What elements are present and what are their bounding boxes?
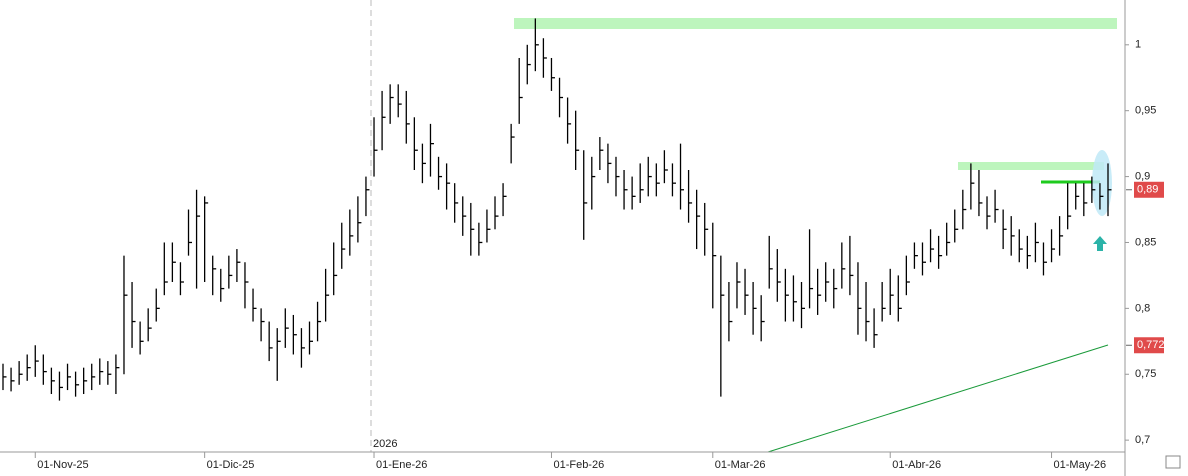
x-tick-label: 01-Dic-25: [207, 459, 255, 471]
y-tick-label: 0,85: [1135, 236, 1156, 248]
x-tick-label: 01-Abr-26: [892, 459, 941, 471]
x-tick-label: 01-May-26: [1054, 459, 1107, 471]
up-arrow: [1093, 236, 1107, 251]
price-label-box: [1134, 337, 1164, 354]
y-tick-label: 0,9: [1135, 170, 1150, 182]
x-tick-label: 01-Ene-26: [376, 459, 427, 471]
y-tick-label: 0,75: [1135, 368, 1156, 380]
settings-icon[interactable]: [1165, 455, 1181, 469]
highlight: [1092, 150, 1112, 216]
price-label: 0,772: [1137, 339, 1165, 351]
y-tick-label: 0,95: [1135, 105, 1156, 117]
year-label: 2026: [373, 438, 397, 450]
price-label: 0,89: [1137, 184, 1158, 196]
resistance-zone: [958, 162, 1104, 170]
y-tick-label: 1: [1135, 39, 1141, 51]
x-tick-label: 01-Mar-26: [715, 459, 766, 471]
trend-line: [767, 344, 1109, 453]
x-tick-label: 01-Feb-26: [553, 459, 604, 471]
x-tick-label: 01-Nov-25: [37, 459, 88, 471]
price-label-box: [1134, 181, 1164, 198]
y-tick-label: 0,7: [1135, 434, 1150, 446]
y-tick-label: 0,8: [1135, 302, 1150, 314]
resistance-zone: [514, 18, 1117, 29]
